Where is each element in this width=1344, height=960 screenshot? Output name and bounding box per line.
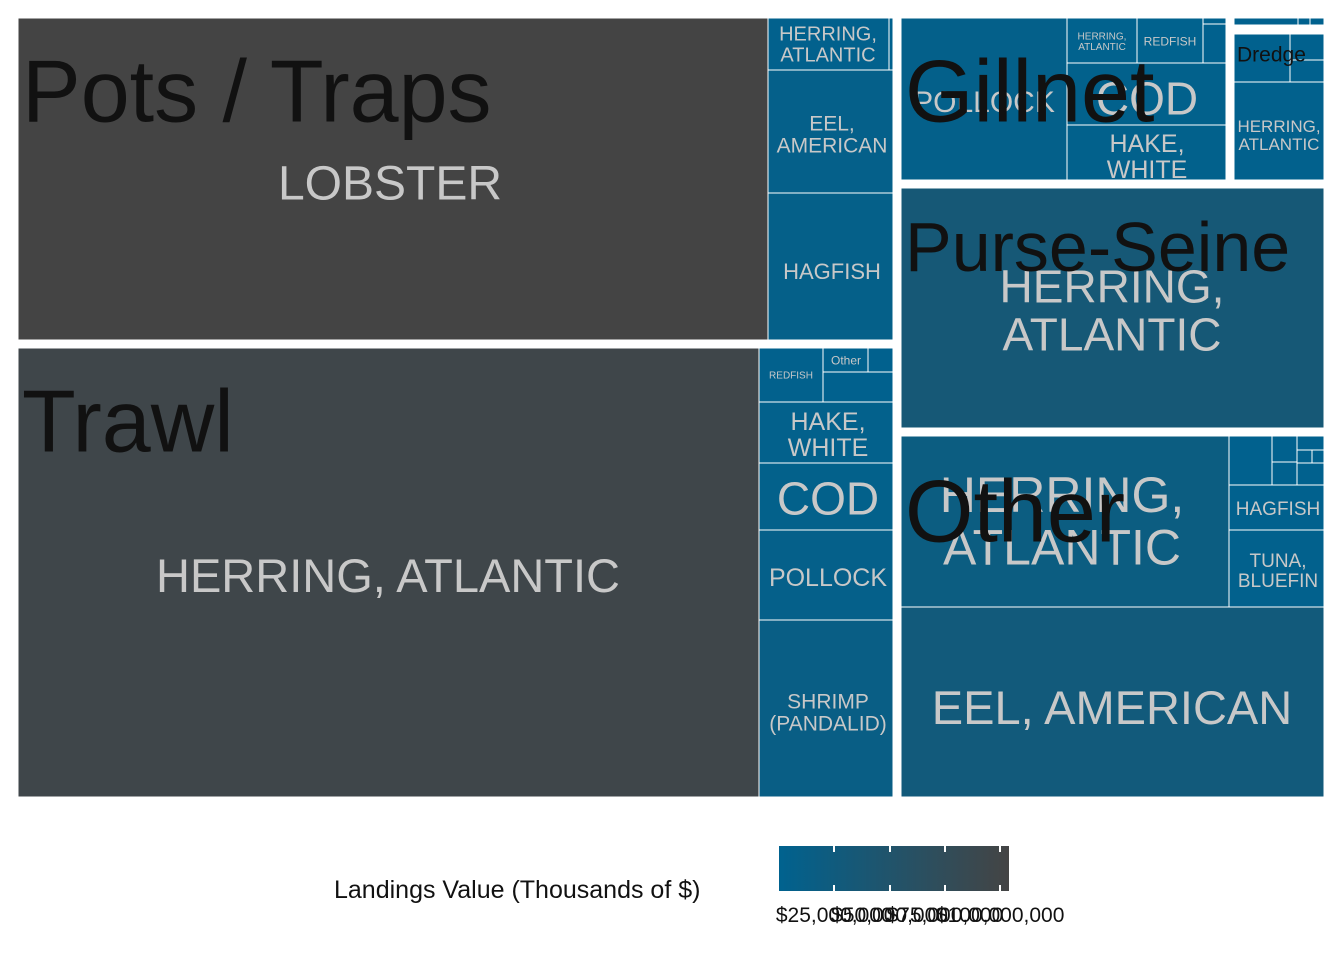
tile-label: Other (831, 353, 861, 367)
legend-tick (833, 846, 836, 891)
treemap-tile-small (1296, 435, 1325, 451)
treemap-tile-small (867, 347, 894, 373)
tile-label: HAGFISH (1236, 499, 1320, 520)
treemap-tile-small (1309, 17, 1325, 26)
legend-tick (888, 846, 891, 891)
treemap-tile-small (1233, 33, 1291, 83)
tile-label: COD (1096, 73, 1198, 125)
treemap-tile (767, 192, 894, 341)
treemap-tile-small (1228, 435, 1273, 486)
treemap-tile-small (1289, 59, 1325, 83)
tile-label: COD (777, 473, 879, 525)
treemap-tile (900, 435, 1230, 608)
tile-label: HERRING, ATLANTIC (1000, 260, 1225, 360)
legend-tick-label: $25,000,000 (775, 904, 893, 927)
treemap-tile (1228, 484, 1325, 531)
treemap-tile-small (1271, 461, 1298, 486)
legend-tick (943, 846, 946, 891)
group-label: Dredge (1237, 44, 1306, 67)
treemap-tile-small (822, 371, 894, 403)
tile-label: SHRIMP (PANDALID) (769, 691, 886, 736)
tile-label: POLLOCK (913, 86, 1055, 119)
treemap-tile-small (1296, 462, 1325, 486)
treemap-chart: LOBSTER HERRING, ATLANTIC EEL, AMERICAN HAGFI… (17, 17, 1325, 798)
treemap-tile (758, 619, 894, 798)
treemap-tile-small (1202, 17, 1227, 25)
treemap-tile-small (1296, 449, 1313, 464)
treemap-tile (758, 401, 894, 464)
tile-label: POLLOCK (769, 564, 887, 592)
tile-label: REDFISH (1144, 34, 1197, 48)
legend-tick-label: $50,000,000 (831, 904, 948, 927)
treemap-tile (767, 17, 894, 71)
group-label: Trawl (22, 372, 234, 471)
tile-label: HAGFISH (783, 259, 881, 284)
tile-label: HERRING, ATLANTIC (779, 24, 877, 67)
treemap-tile (758, 529, 894, 621)
treemap-tile-small (1233, 17, 1299, 26)
tile-label: REDFISH (769, 371, 813, 382)
tile-label: TUNA, BLUEFIN (1238, 551, 1318, 592)
treemap-tile (758, 462, 894, 531)
tile-label: HAKE, WHITE (788, 408, 869, 462)
treemap-tile-small (1271, 435, 1298, 463)
legend: Landings Value (Thousands of $) $25,000,… (0, 830, 1344, 940)
tile-label: HERRING, ATLANTIC (940, 467, 1184, 576)
treemap-tile-small (888, 17, 894, 71)
group-label: Purse-Seine (905, 208, 1290, 286)
treemap-tile (1066, 17, 1138, 64)
treemap-tile (1066, 62, 1227, 126)
legend-title: Landings Value (Thousands of $) (334, 876, 701, 904)
tile-label: EEL, AMERICAN (932, 681, 1292, 734)
treemap-tile-small (1202, 23, 1227, 64)
tile-label: HAKE, WHITE (1107, 130, 1188, 184)
treemap-tile (1233, 81, 1325, 181)
tile-label: LOBSTER (278, 157, 502, 210)
legend-tick-label: $100,000,000 (935, 904, 1065, 927)
treemap-tile (900, 17, 1068, 181)
tile-label: HERRING, ATLANTIC (1078, 31, 1127, 53)
group-label: Gillnet (905, 42, 1154, 141)
treemap-tile (17, 17, 769, 341)
legend-tick (999, 846, 1002, 891)
treemap-tile-small (1297, 17, 1311, 26)
treemap-tile (17, 347, 760, 798)
treemap-tile (900, 187, 1325, 429)
tile-label: HERRING, ATLANTIC (156, 549, 620, 602)
legend-tick-label: $75,000,000 (886, 904, 1004, 927)
group-label: Pots / Traps (22, 42, 492, 141)
treemap-tile (767, 69, 894, 194)
treemap-tile-small (1311, 449, 1325, 464)
group-label: Other (905, 462, 1125, 561)
treemap-tile (1066, 124, 1227, 181)
tile-label: EEL, AMERICAN (777, 113, 888, 158)
treemap-tile (900, 606, 1325, 798)
tile-label: HERRING, ATLANTIC (1237, 117, 1320, 154)
legend-colorbar (779, 846, 1009, 891)
treemap-tile (1136, 17, 1204, 64)
treemap-tile (1228, 529, 1325, 608)
treemap-tile-small (1289, 33, 1325, 61)
